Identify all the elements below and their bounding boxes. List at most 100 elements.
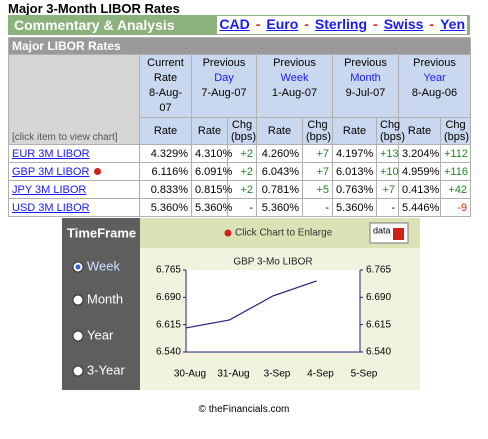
group-row: [click item to view chart] Current Rate 8-A… (8, 54, 472, 145)
y2-tick-label: 6.765 (366, 265, 391, 276)
page-title: Major 3-Month LIBOR Rates (8, 1, 180, 16)
radio[interactable] (72, 294, 84, 306)
rate-name-cell: EUR 3M LIBOR (8, 144, 140, 163)
group-top: Previous (202, 57, 246, 69)
selected-dot (94, 167, 102, 175)
y-tick-label: 6.615 (156, 319, 181, 330)
subheader-row: Rate Rate Chg (bps) Rate Chg (bps) Rate Chg (b… (9, 117, 472, 145)
rates-table: Major LIBOR Rates [click item to view cha… (7, 37, 472, 217)
x-tick-label: 5-Sep (351, 369, 378, 380)
link-separator: - (304, 16, 309, 32)
subheader: Rate (398, 117, 441, 145)
section-title: Commentary & Analysis (14, 17, 175, 33)
currency-link[interactable]: Euro (266, 16, 299, 32)
timeframe-option[interactable]: Month (87, 291, 123, 306)
rate-cell: +2 (227, 144, 257, 163)
rate-cell: 5.360% (191, 198, 232, 217)
rate-cell: 4.959% (398, 162, 441, 181)
rate-name[interactable]: GBP 3M LIBOR (12, 165, 90, 178)
group-date: 7-Aug-07 (201, 87, 247, 99)
currency-link[interactable]: Swiss (383, 16, 424, 32)
group-period: Year (423, 72, 446, 84)
rate-cell: +2 (227, 180, 257, 199)
y2-tick-label: 6.615 (366, 319, 391, 330)
rate-name-cell: USD 3M LIBOR (8, 198, 140, 217)
rate-cell: 5.360% (256, 198, 303, 217)
currency-links: CAD - Euro - Sterling - Swiss - Yen (217, 16, 467, 34)
rate-name[interactable]: EUR 3M LIBOR (12, 147, 90, 160)
group-period: Rate (153, 72, 178, 84)
group-date: 8-Aug-07 (148, 87, 183, 114)
rate-cell: -9 (439, 198, 472, 217)
subheader: Chg (bps) (376, 117, 405, 145)
y-tick-label: 6.540 (156, 347, 181, 358)
rate-cell: 4.197% (332, 144, 377, 163)
chart-title: GBP 3-Mo LIBOR (233, 257, 312, 268)
subheader: Rate (139, 117, 192, 145)
y-tick-label: 6.765 (156, 265, 181, 276)
y2-tick-label: 6.540 (366, 347, 391, 358)
group-top: Previous (344, 57, 387, 69)
footer: © theFinancials.com (198, 404, 290, 415)
group-header: Previous Year 8-Aug-06 (397, 54, 472, 118)
rate-name[interactable]: JPY 3M LIBOR (12, 183, 87, 196)
rate-cell: 0.781% (256, 180, 303, 199)
x-tick-label: 31-Aug (217, 369, 249, 380)
title-row: Major LIBOR Rates (7, 37, 472, 55)
rate-cell: 6.013% (332, 162, 377, 181)
rate-name[interactable]: USD 3M LIBOR (12, 201, 90, 214)
currency-link[interactable]: CAD (219, 16, 250, 32)
radio[interactable] (72, 330, 84, 342)
x-tick-label: 3-Sep (264, 369, 291, 380)
subheader: Rate (191, 117, 228, 145)
group-header: Previous Month 9-Jul-07 (332, 54, 399, 118)
x-tick-label: 4-Sep (307, 369, 334, 380)
hint: [click item to view chart] (8, 54, 140, 145)
group-top: Previous (413, 57, 456, 69)
group-header: Previous Day 7-Aug-07 (191, 54, 257, 118)
rate-row: EUR 3M LIBOR 4.329% 4.310% +2 4.260% +7 4.197%… (8, 144, 472, 163)
group-date: 9-Jul-07 (345, 87, 386, 99)
x-tick-label: 30-Aug (174, 369, 206, 380)
section-bar: Commentary & Analysis CAD - Euro - Sterling -… (8, 15, 470, 35)
rate-cell: +13 (376, 144, 399, 163)
rate-cell: 4.310% (191, 144, 232, 163)
radio-dot (75, 264, 81, 270)
group-period: Day (214, 72, 234, 84)
rate-cell: 5.360% (139, 198, 192, 217)
rate-cell: 5.360% (332, 198, 377, 217)
link-separator: - (429, 16, 435, 32)
rate-row: USD 3M LIBOR 5.360% 5.360% -5.360% -5.360% -5… (8, 198, 472, 217)
table-title: Major LIBOR Rates (7, 37, 472, 55)
rate-cell: 6.116% (139, 162, 192, 181)
group-period: Week (280, 72, 309, 84)
currency-link[interactable]: Sterling (314, 16, 368, 32)
timeframe-option[interactable]: Week (87, 258, 120, 273)
enlarge-dot (224, 229, 232, 237)
y2-tick-label: 6.690 (366, 292, 391, 303)
group-top: Current (147, 57, 184, 69)
group-header: Current Rate 8-Aug-07 (139, 54, 192, 118)
rate-cell: +10 (376, 162, 399, 181)
timeframe-option[interactable]: Year (87, 327, 114, 342)
subheader: Chg (bps) (439, 117, 472, 145)
enlarge-text[interactable]: Click Chart to Enlarge (235, 228, 333, 239)
timeframe-option[interactable]: 3-Year (87, 362, 125, 377)
link-separator: - (255, 16, 261, 32)
rate-row: GBP 3M LIBOR 6.116% 6.091% +2 6.043% +7 6.013%… (8, 162, 472, 181)
currency-link[interactable]: Yen (440, 16, 465, 32)
data-icon-label: data (373, 225, 391, 235)
timeframe-title: TimeFrame (67, 225, 136, 240)
plot-area (186, 270, 360, 352)
radio[interactable] (72, 365, 84, 377)
subheader: Chg (bps) (227, 117, 257, 145)
y-tick-label: 6.690 (156, 292, 181, 303)
link-separator: - (373, 16, 378, 32)
rate-cell: 6.043% (256, 162, 303, 181)
subheader: Chg (bps) (302, 117, 333, 145)
data-icon-grid (393, 228, 404, 240)
group-top: Previous (273, 57, 316, 69)
subheader: Rate (332, 117, 377, 145)
